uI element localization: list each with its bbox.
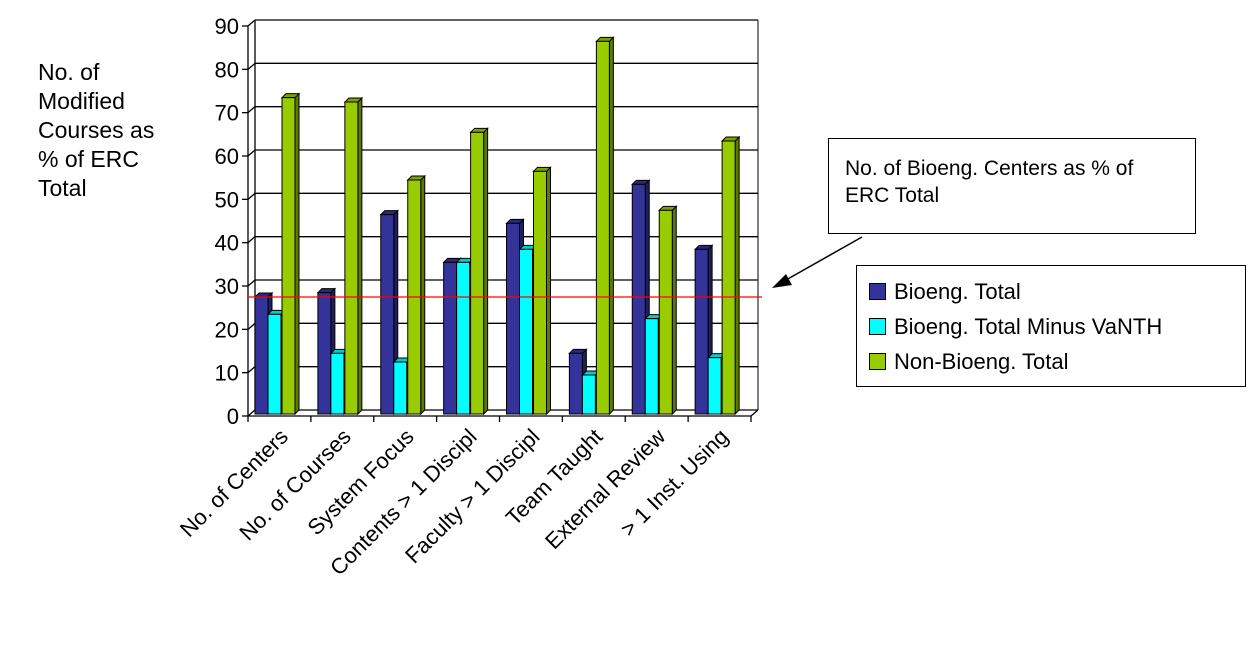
y-tick-label: 90 — [215, 14, 239, 39]
gridline-side — [247, 322, 256, 330]
gridline-side — [247, 366, 256, 374]
annotation-box: No. of Bioeng. Centers as % of ERC Total — [828, 138, 1196, 234]
legend-swatch — [869, 318, 886, 335]
arrow-shaft — [785, 236, 863, 281]
y-axis-label-line: Courses as — [38, 117, 155, 143]
gridline-side — [247, 19, 256, 27]
legend-label: Bioeng. Total — [894, 278, 1021, 304]
x-tick-label: No. of Centers — [175, 424, 293, 542]
y-tick-label: 60 — [215, 144, 239, 169]
y-tick-labels: 0 10 20 30 40 50 60 70 80 90 — [215, 14, 248, 429]
y-axis-label: No. of Modified Courses as % of ERC Total — [38, 58, 188, 203]
arrow-head — [772, 274, 792, 288]
y-axis-label-line: No. of — [38, 59, 100, 85]
bar — [343, 96, 364, 416]
bars — [253, 36, 741, 416]
legend-item: Non-Bioeng. Total — [869, 344, 1245, 379]
bar — [280, 92, 301, 416]
gridline-side — [247, 149, 256, 157]
gridline-side — [247, 62, 256, 70]
y-tick-label: 50 — [215, 187, 239, 212]
annotation-text: No. of Bioeng. Centers as % of ERC Total — [845, 157, 1134, 207]
bar — [720, 135, 741, 416]
legend-label: Non-Bioeng. Total — [894, 348, 1069, 374]
gridline-side — [247, 409, 256, 417]
x-tick-label: > 1 Inst. Using — [616, 424, 734, 542]
y-tick-label: 10 — [215, 361, 239, 386]
bar — [595, 36, 615, 416]
legend-swatch — [869, 283, 886, 300]
legend: Bioeng. Total Bioeng. Total Minus VaNTH No… — [856, 265, 1246, 387]
floor-edge — [750, 409, 759, 417]
y-tick-label: 40 — [215, 231, 239, 256]
legend-swatch — [869, 353, 886, 370]
legend-item: Bioeng. Total Minus VaNTH — [869, 309, 1245, 344]
gridline-side — [247, 106, 256, 114]
gridline-side — [247, 192, 256, 200]
y-tick-label: 70 — [215, 101, 239, 126]
bar — [406, 174, 426, 416]
y-tick-label: 20 — [215, 317, 239, 342]
bar — [658, 205, 678, 416]
y-tick-label: 80 — [215, 57, 239, 82]
gridline-side — [247, 279, 256, 287]
y-axis-label-line: Total — [38, 175, 87, 201]
bar — [469, 127, 489, 416]
y-tick-label: 0 — [227, 404, 239, 429]
gridline-side — [247, 236, 256, 244]
legend-label: Bioeng. Total Minus VaNTH — [894, 313, 1163, 339]
bar — [532, 166, 552, 416]
callout-arrow — [772, 236, 863, 288]
y-axis-label-line: % of ERC — [38, 146, 139, 172]
y-tick-label: 30 — [215, 274, 239, 299]
y-axis-label-line: Modified — [38, 88, 125, 114]
legend-item: Bioeng. Total — [869, 274, 1245, 309]
x-tick-label: No. of Courses — [234, 424, 355, 545]
